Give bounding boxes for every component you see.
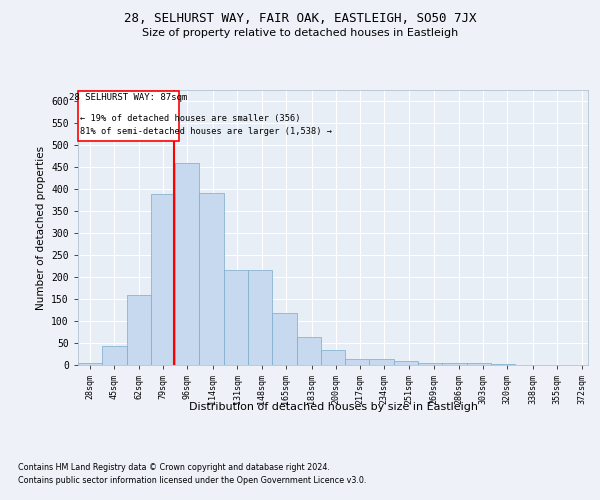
Bar (296, 338, 321, 365)
Text: 81% of semi-detached houses are larger (1,538) →: 81% of semi-detached houses are larger (… (80, 126, 332, 136)
Bar (248, 270, 272, 365)
Bar (345, 359, 370, 365)
Bar (151, 194, 175, 365)
Bar (491, 364, 515, 365)
Bar (467, 363, 491, 365)
Text: 28, SELHURST WAY, FAIR OAK, EASTLEIGH, SO50 7JX: 28, SELHURST WAY, FAIR OAK, EASTLEIGH, S… (124, 12, 476, 26)
Text: Contains public sector information licensed under the Open Government Licence v3: Contains public sector information licen… (18, 476, 367, 485)
FancyBboxPatch shape (78, 92, 179, 140)
Bar (224, 270, 248, 365)
Text: Contains HM Land Registry data © Crown copyright and database right 2024.: Contains HM Land Registry data © Crown c… (18, 462, 330, 471)
Bar (394, 360, 418, 365)
Bar (418, 363, 442, 365)
Bar (199, 194, 224, 365)
Y-axis label: Number of detached properties: Number of detached properties (36, 146, 46, 310)
Bar (175, 162, 199, 365)
Bar (272, 313, 296, 365)
Bar (102, 346, 127, 365)
Text: Size of property relative to detached houses in Eastleigh: Size of property relative to detached ho… (142, 28, 458, 38)
Bar (370, 359, 394, 365)
Text: ← 19% of detached houses are smaller (356): ← 19% of detached houses are smaller (35… (80, 114, 301, 123)
Bar (442, 363, 467, 365)
Text: Distribution of detached houses by size in Eastleigh: Distribution of detached houses by size … (188, 402, 478, 412)
Text: 28 SELHURST WAY: 87sqm: 28 SELHURST WAY: 87sqm (69, 92, 187, 102)
Bar (321, 350, 345, 365)
Bar (127, 296, 151, 365)
Bar (78, 363, 102, 365)
